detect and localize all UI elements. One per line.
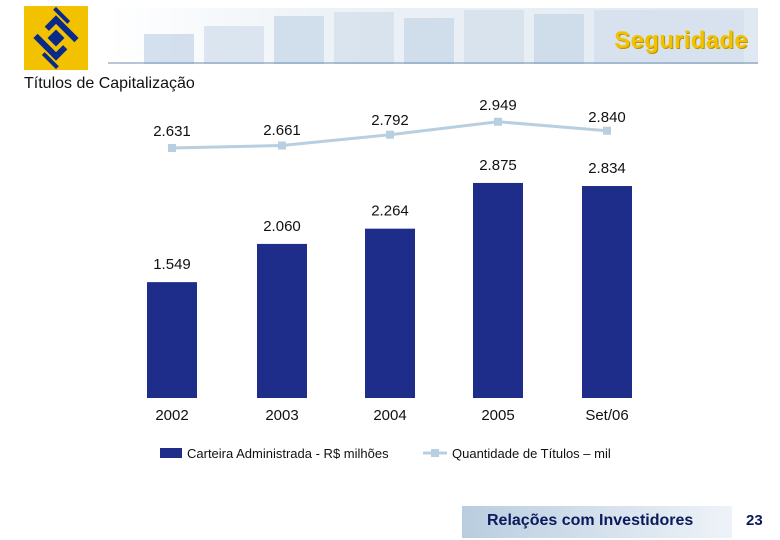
- line-value-label: 2.661: [263, 122, 301, 139]
- page-number: 23: [746, 512, 763, 529]
- bar-set-06: [582, 186, 632, 398]
- x-tick-label: 2004: [373, 407, 406, 424]
- line-value-label: 2.840: [588, 109, 626, 126]
- line-value-label: 2.631: [153, 123, 191, 140]
- line-value-label: 2.792: [371, 112, 409, 129]
- bar-2003: [257, 243, 307, 398]
- legend-label-line: Quantidade de Títulos – mil: [452, 446, 611, 461]
- bar-2005: [473, 182, 523, 398]
- x-tick-label: 2005: [481, 407, 514, 424]
- section-title: Seguridade: [614, 27, 748, 54]
- line-point-set-06: [603, 126, 611, 135]
- banco-do-brasil-logo: [24, 6, 88, 70]
- line-point-2005: [494, 117, 502, 126]
- bar-value-label: 2.264: [371, 203, 409, 220]
- legend-label-bar: Carteira Administrada - R$ milhões: [187, 446, 389, 461]
- footer-label: Relações com Investidores: [487, 512, 694, 529]
- x-tick-label: Set/06: [585, 407, 628, 424]
- bar-value-label: 1.549: [153, 256, 191, 273]
- bar-value-label: 2.834: [588, 160, 626, 177]
- line-point-2002: [168, 144, 176, 152]
- bar-2002: [147, 282, 197, 398]
- x-tick-label: 2002: [155, 407, 188, 424]
- chart: 1.549 2.060 2.264 2.875 2.834 2.631 2.661 2.792…: [147, 97, 632, 461]
- legend-marker-line: [431, 449, 439, 457]
- line-point-2004: [386, 130, 394, 139]
- footer-decoration: [462, 506, 732, 538]
- bar-value-label: 2.060: [263, 218, 301, 235]
- header-decoration: [108, 8, 758, 64]
- legend-swatch-bar: [160, 448, 182, 458]
- line-point-2003: [278, 141, 286, 150]
- line-value-label: 2.949: [479, 97, 517, 114]
- bar-2004: [365, 228, 415, 398]
- page-title: Títulos de Capitalização: [24, 75, 195, 92]
- x-tick-label: 2003: [265, 407, 298, 424]
- bar-value-label: 2.875: [479, 157, 517, 174]
